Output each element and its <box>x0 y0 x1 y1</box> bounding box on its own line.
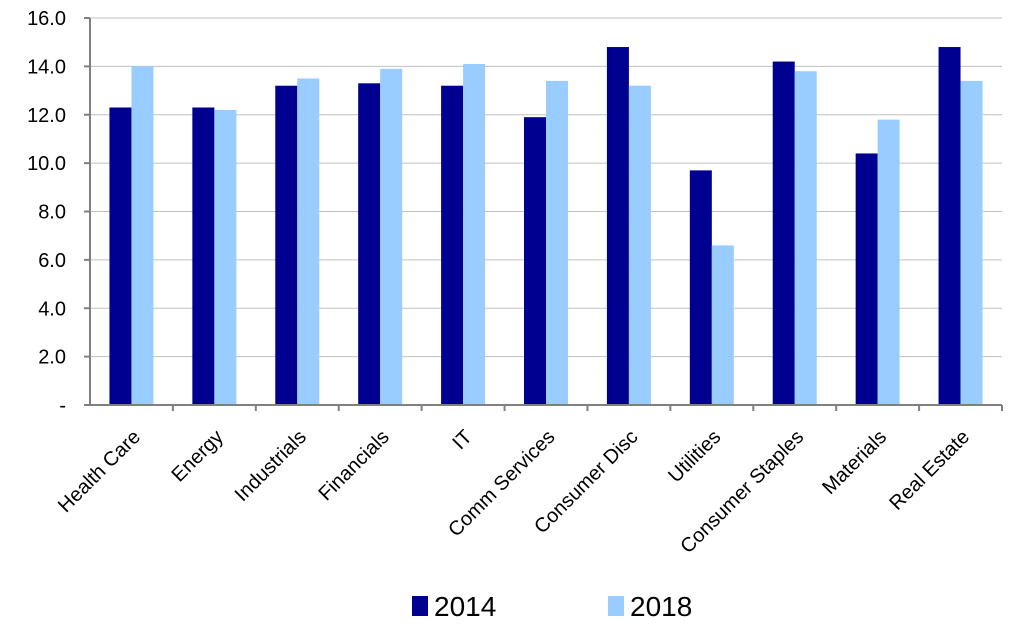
x-category-label: Industrials <box>231 426 311 506</box>
bar-2014-consumer-staples <box>772 61 795 405</box>
x-category-label: Energy <box>168 426 228 486</box>
bar-2018-financials <box>380 68 403 405</box>
y-tick-label: 4.0 <box>38 298 66 320</box>
y-tick-label: 2.0 <box>38 347 66 369</box>
x-category-label: Financials <box>314 426 393 505</box>
bar-2018-health-care <box>131 66 154 405</box>
bar-2018-consumer-disc <box>628 85 651 405</box>
legend-swatch-2014 <box>412 596 428 616</box>
bar-2014-health-care <box>109 107 132 406</box>
y-tick-label: 8.0 <box>38 202 66 224</box>
x-tick-labels: Health Care Energy Industrials Financials IT… <box>54 426 974 558</box>
bar-2018-energy <box>214 109 237 405</box>
legend-label-2018: 2018 <box>630 591 692 622</box>
y-tick-label: 6.0 <box>38 250 66 272</box>
axes <box>89 18 1002 406</box>
bar-2018-comm-services <box>546 80 568 405</box>
y-tick-label: 12.0 <box>27 105 66 127</box>
y-tick-label: 16.0 <box>27 8 66 30</box>
x-category-label: Real Estate <box>885 426 974 515</box>
bar-2018-it <box>463 63 486 406</box>
x-category-label: IT <box>448 426 476 454</box>
bar-2018-industrials <box>297 78 320 405</box>
bar-2014-it <box>441 85 464 405</box>
bar-2014-industrials <box>275 85 298 405</box>
bar-2014-utilities <box>689 170 712 405</box>
bar-2018-consumer-staples <box>794 71 817 406</box>
y-tick-label: 10.0 <box>27 153 66 175</box>
bar-2018-real-estate <box>960 80 983 405</box>
legend-label-2014: 2014 <box>434 591 496 622</box>
x-category-label: Utilities <box>664 426 725 487</box>
bar-2018-utilities <box>711 245 734 405</box>
bar-2014-consumer-disc <box>606 47 629 406</box>
y-tick-label: 14.0 <box>27 56 66 78</box>
bar-2018-materials <box>877 119 900 406</box>
bar-2014-energy <box>192 107 215 406</box>
y-tick-label: - <box>59 395 66 417</box>
bar-2014-real-estate <box>938 47 961 406</box>
x-category-label: Materials <box>818 426 891 499</box>
bar-2014-financials <box>358 83 381 406</box>
legend-swatch-2018 <box>608 596 624 616</box>
y-tick-labels: - 2.0 4.0 6.0 8.0 10.0 12.0 14.0 16.0 <box>27 8 66 417</box>
bar-2014-materials <box>855 153 878 405</box>
legend: 2014 2018 <box>412 591 692 622</box>
bar-2014-comm-services <box>524 117 546 405</box>
x-category-label: Health Care <box>54 426 145 517</box>
bars <box>109 47 983 406</box>
